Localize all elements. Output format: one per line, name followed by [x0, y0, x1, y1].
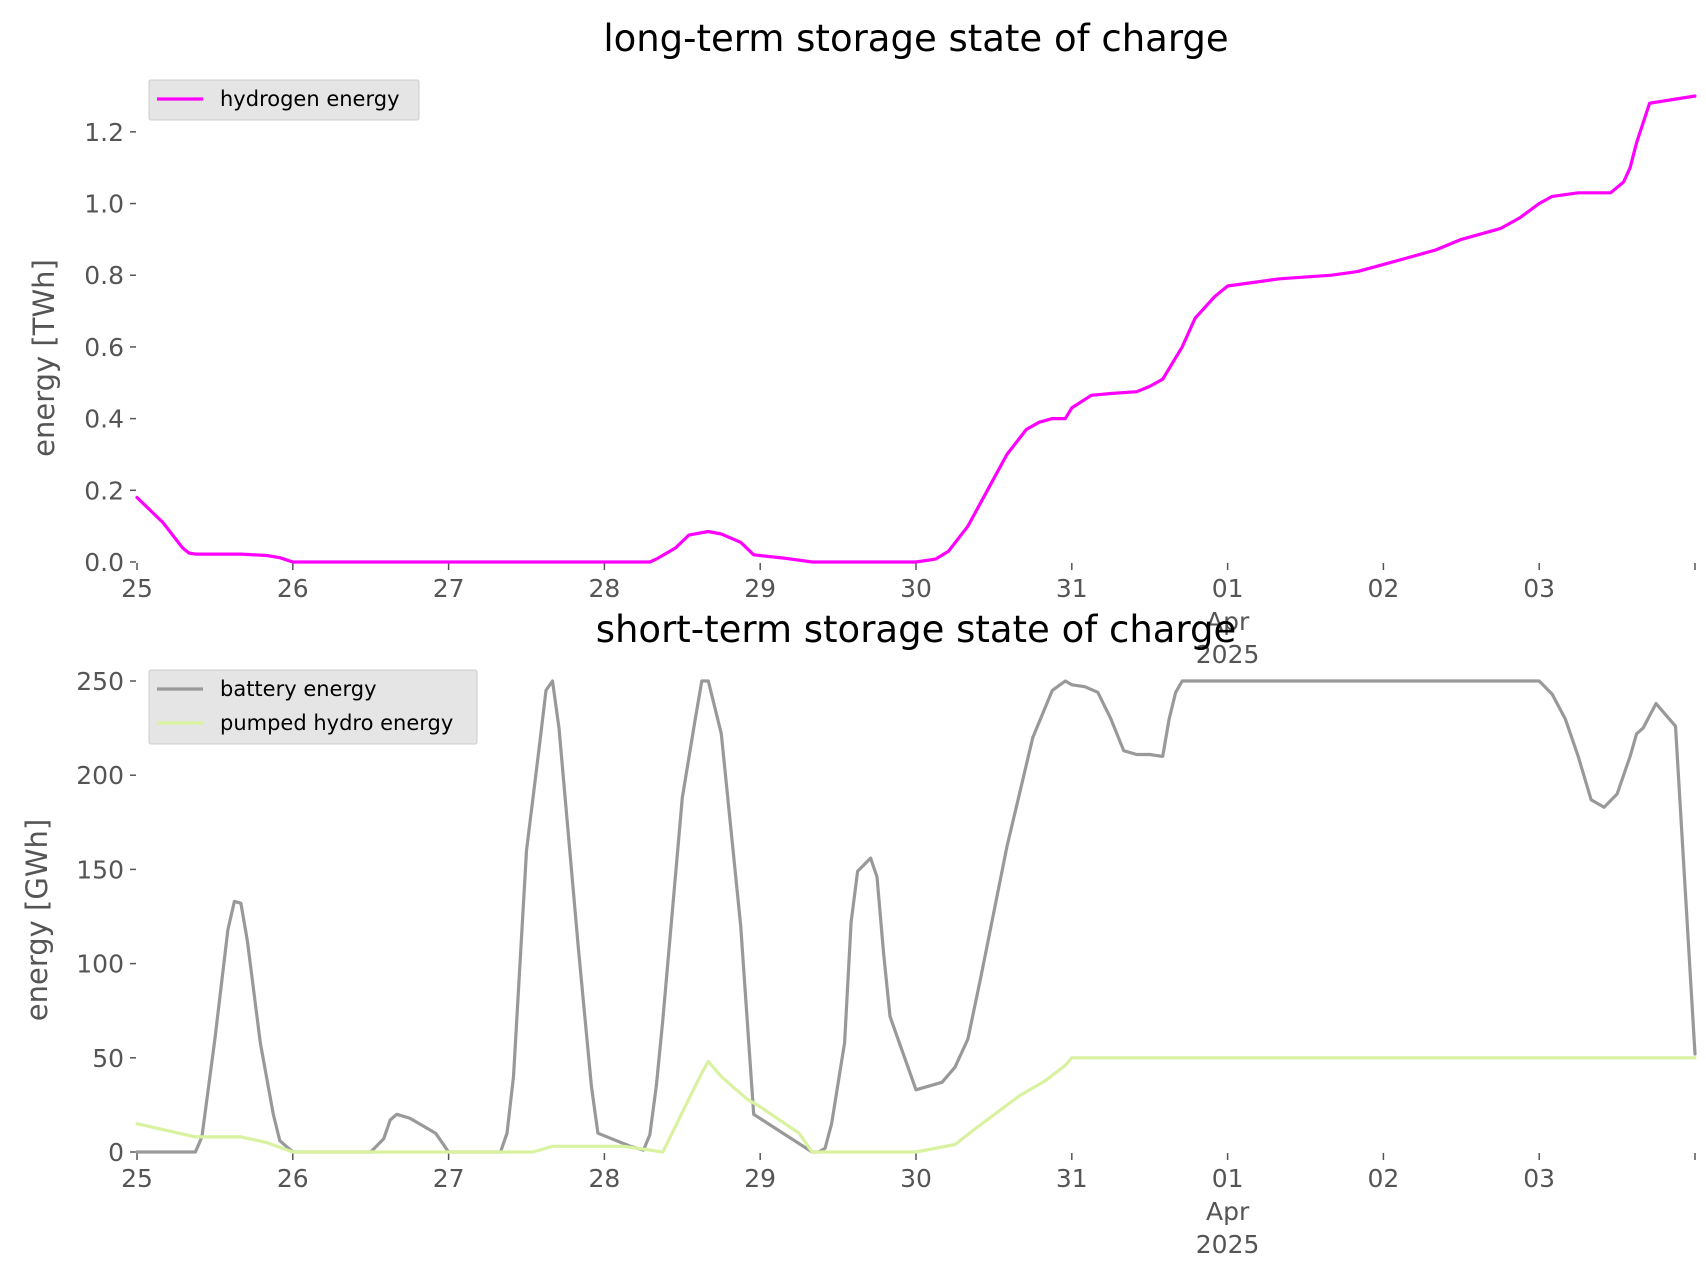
y-tick-label: 50	[92, 1044, 124, 1073]
long-term-ticks: 0.0 0.2 0.4 0.6 0.8 1.0 1.2 25 26 27 28 29 30 31 01 Apr…	[84, 118, 1696, 669]
long-term-chart-title: long-term storage state of charge	[603, 17, 1228, 60]
short-term-chart-title: short-term storage state of charge	[596, 608, 1237, 651]
x-tick-label: 29	[744, 1164, 776, 1193]
y-tick-label: 150	[76, 855, 124, 884]
legend-frame	[148, 669, 478, 745]
y-tick-label: 1.0	[84, 190, 124, 219]
short-term-y-axis-label: energy [GWh]	[20, 819, 54, 1021]
x-tick-label: 02	[1367, 574, 1399, 603]
long-term-legend: hydrogen energy	[148, 79, 420, 121]
x-tick-label: 25	[121, 1164, 153, 1193]
x-tick-label: 29	[744, 574, 776, 603]
x-tick-label: 30	[900, 1164, 932, 1193]
legend-label-pumped-hydro-energy: pumped hydro energy	[220, 711, 453, 735]
short-term-storage-panel: short-term storage state of charge energ…	[20, 608, 1697, 1259]
y-tick-label: 0.8	[84, 261, 124, 290]
x-tick-label: 27	[433, 1164, 465, 1193]
y-tick-label: 0.6	[84, 333, 124, 362]
short-term-series	[135, 679, 1697, 1154]
x-tick-label: 28	[588, 1164, 620, 1193]
x-tick-label: 26	[277, 574, 309, 603]
x-tick-label: 25	[121, 574, 153, 603]
long-term-series	[135, 94, 1697, 564]
y-tick-label: 200	[76, 761, 124, 790]
series-line-pumped-hydro-energy	[135, 1056, 1697, 1154]
legend-frame	[148, 79, 420, 121]
long-term-storage-panel: long-term storage state of charge energy…	[27, 17, 1697, 669]
short-term-ticks: 0 50 100 150 200 250 25 26 27 28 29 30 31 01 Apr 2025 02…	[76, 667, 1696, 1259]
legend-label-hydrogen-energy: hydrogen energy	[220, 87, 400, 111]
series-line-battery-energy	[135, 679, 1697, 1154]
x-tick-label: 03	[1523, 1164, 1555, 1193]
long-term-y-axis-label: energy [TWh]	[27, 259, 61, 457]
x-tick-label: 30	[900, 574, 932, 603]
y-tick-label: 100	[76, 950, 124, 979]
series-line-hydrogen-energy	[135, 94, 1697, 564]
y-tick-label: 0	[108, 1138, 124, 1167]
x-tick-label: 01 Apr 2025	[1196, 1164, 1260, 1259]
y-tick-label: 250	[76, 667, 124, 696]
y-tick-label: 1.2	[84, 118, 124, 147]
x-tick-label: 28	[588, 574, 620, 603]
x-tick-label: 02	[1367, 1164, 1399, 1193]
legend-label-battery-energy: battery energy	[220, 677, 377, 701]
y-tick-label: 0.2	[84, 476, 124, 505]
y-tick-label: 0.4	[84, 405, 124, 434]
x-tick-label: 27	[433, 574, 465, 603]
x-tick-label: 31	[1056, 1164, 1088, 1193]
x-tick-label: 31	[1056, 574, 1088, 603]
x-tick-label: 26	[277, 1164, 309, 1193]
x-tick-label: 03	[1523, 574, 1555, 603]
y-tick-label: 0.0	[84, 548, 124, 577]
x-tick-label: 01 Apr 2025	[1196, 574, 1260, 669]
short-term-legend: battery energy pumped hydro energy	[148, 669, 478, 745]
